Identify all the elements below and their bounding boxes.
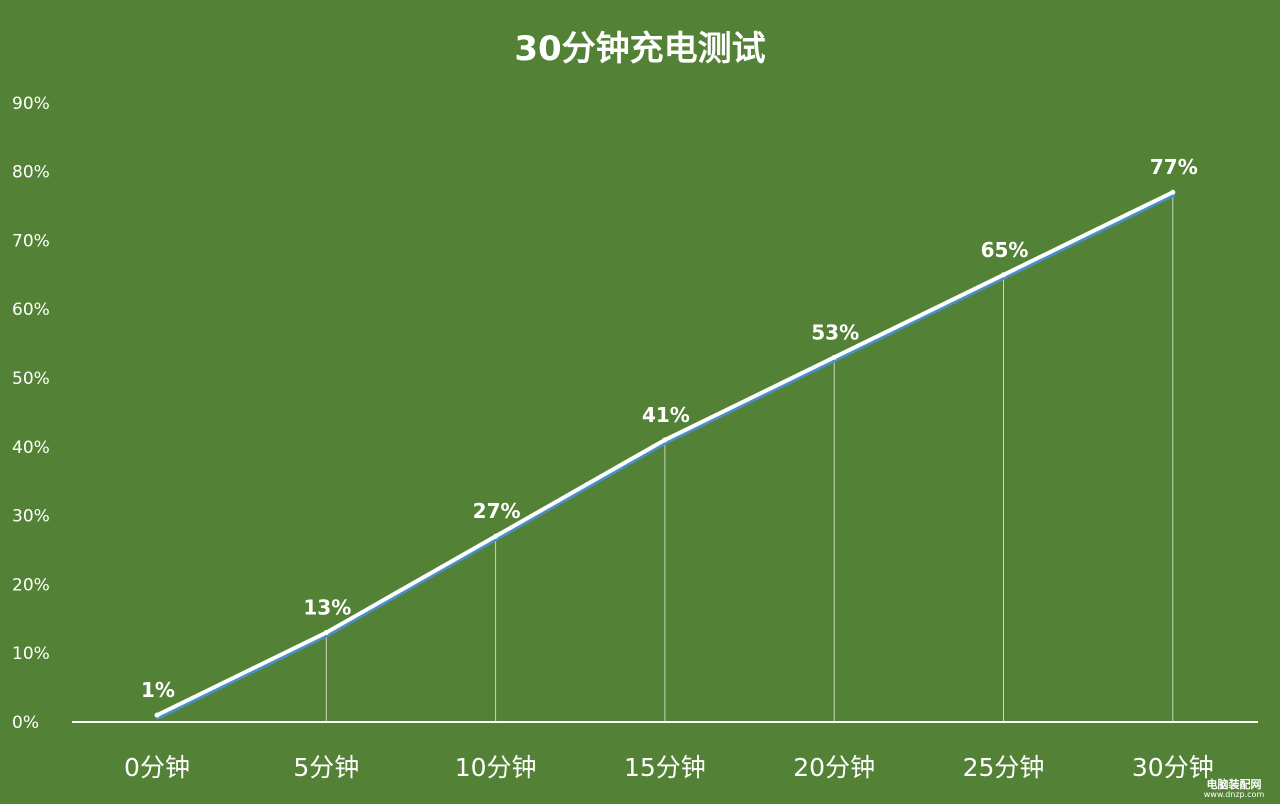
data-label: 13% (303, 596, 351, 620)
x-tick-label: 10分钟 (455, 753, 537, 782)
data-point (323, 630, 329, 636)
data-label: 65% (981, 238, 1029, 262)
x-tick-label: 20分钟 (793, 753, 875, 782)
data-point (1170, 189, 1176, 195)
y-axis: 0% 10% 20% 30% 40% 50% 60% 70% 80% 90% (12, 94, 50, 733)
y-tick-label: 40% (12, 438, 50, 458)
x-tick-label: 25分钟 (963, 753, 1045, 782)
series-line-shadow (156, 193, 1176, 720)
data-labels: 1% 13% 27% 41% 53% 65% 77% (141, 155, 1198, 702)
y-tick-label: 50% (12, 369, 50, 389)
data-point (1001, 272, 1006, 278)
y-tick-label: 70% (12, 231, 50, 251)
y-tick-label: 10% (12, 644, 50, 664)
x-axis: 0分钟 5分钟 10分钟 15分钟 20分钟 25分钟 30分钟 (124, 753, 1214, 782)
y-tick-label: 60% (12, 300, 50, 320)
chart-title: 30分钟充电测试 (514, 29, 765, 69)
data-label: 1% (141, 678, 175, 702)
data-point (662, 437, 668, 443)
y-tick-label: 20% (12, 575, 50, 595)
x-tick-label: 0分钟 (124, 753, 190, 782)
watermark-url: www.dnzp.com (1203, 790, 1265, 800)
y-tick-label: 80% (12, 163, 50, 183)
drop-lines (325, 192, 1174, 722)
data-point (831, 354, 837, 360)
data-point (154, 712, 160, 718)
data-point (493, 533, 499, 539)
data-label: 77% (1150, 155, 1198, 179)
y-tick-label: 0% (12, 713, 39, 733)
y-tick-label: 90% (12, 94, 50, 114)
watermark-name: 电脑装配网 (1206, 778, 1262, 792)
x-tick-label: 5分钟 (293, 753, 359, 782)
watermark-logo: 电脑装配网 www.dnzp.com (1198, 779, 1270, 800)
x-tick-label: 30分钟 (1132, 753, 1214, 782)
data-label: 27% (473, 499, 521, 523)
series-line-group (154, 189, 1176, 720)
y-tick-label: 30% (12, 507, 50, 527)
data-label: 41% (642, 403, 690, 427)
x-tick-label: 15分钟 (624, 753, 706, 782)
data-label: 53% (811, 320, 859, 344)
